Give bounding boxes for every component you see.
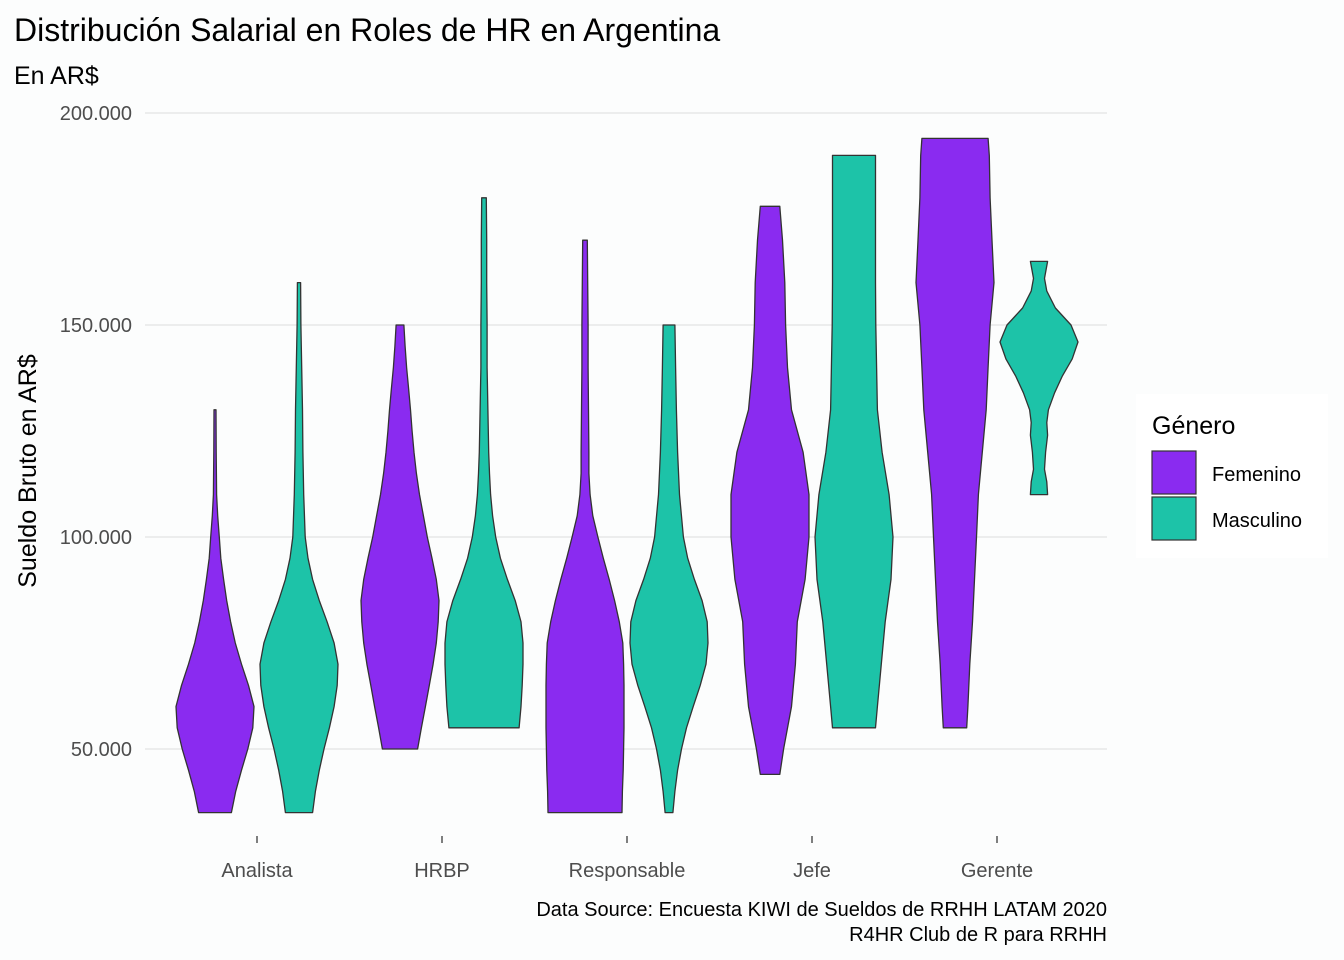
violin-masculino-analista bbox=[259, 281, 339, 814]
legend-label-masculino: Masculino bbox=[1212, 510, 1302, 532]
y-tick-label: 200.000 bbox=[60, 103, 132, 125]
violin-masculino-jefe bbox=[814, 154, 894, 729]
y-axis-title: Sueldo Bruto en AR$ bbox=[14, 354, 42, 588]
violin-masculino-gerente bbox=[999, 260, 1079, 496]
y-tick-label: 100.000 bbox=[60, 527, 132, 549]
violin-femenino-gerente bbox=[915, 137, 995, 729]
y-tick-label: 50.000 bbox=[71, 739, 132, 761]
y-tick-labels: 50.000 100.000 150.000 200.000 bbox=[60, 103, 132, 761]
legend: Género Femenino Masculino bbox=[1136, 394, 1328, 558]
violin-masculino-hrbp bbox=[444, 197, 524, 729]
caption-line-1: Data Source: Encuesta KIWI de Sueldos de… bbox=[536, 899, 1107, 921]
x-ticks: Analista HRBP Responsable Jefe Gerente bbox=[221, 836, 1033, 882]
y-tick-label: 150.000 bbox=[60, 315, 132, 337]
x-tick-label: Gerente bbox=[961, 860, 1033, 882]
x-tick-label: HRBP bbox=[414, 860, 470, 882]
chart-title: Distribución Salarial en Roles de HR en … bbox=[14, 12, 720, 48]
x-tick-label: Responsable bbox=[569, 860, 686, 882]
caption-line-2: R4HR Club de R para RRHH bbox=[849, 924, 1107, 946]
x-tick-label: Jefe bbox=[793, 860, 831, 882]
violin-femenino-hrbp bbox=[360, 324, 440, 750]
violin-masculino-responsable bbox=[629, 324, 709, 814]
legend-key-femenino bbox=[1151, 450, 1197, 495]
violins bbox=[175, 137, 1079, 814]
violin-femenino-analista bbox=[175, 409, 255, 814]
chart-subtitle: En AR$ bbox=[14, 62, 99, 90]
x-tick-label: Analista bbox=[221, 860, 293, 882]
legend-title: Género bbox=[1152, 412, 1235, 440]
legend-label-femenino: Femenino bbox=[1212, 464, 1301, 486]
violin-femenino-responsable bbox=[545, 239, 625, 814]
legend-key-masculino bbox=[1151, 496, 1197, 541]
violin-femenino-jefe bbox=[730, 205, 810, 776]
